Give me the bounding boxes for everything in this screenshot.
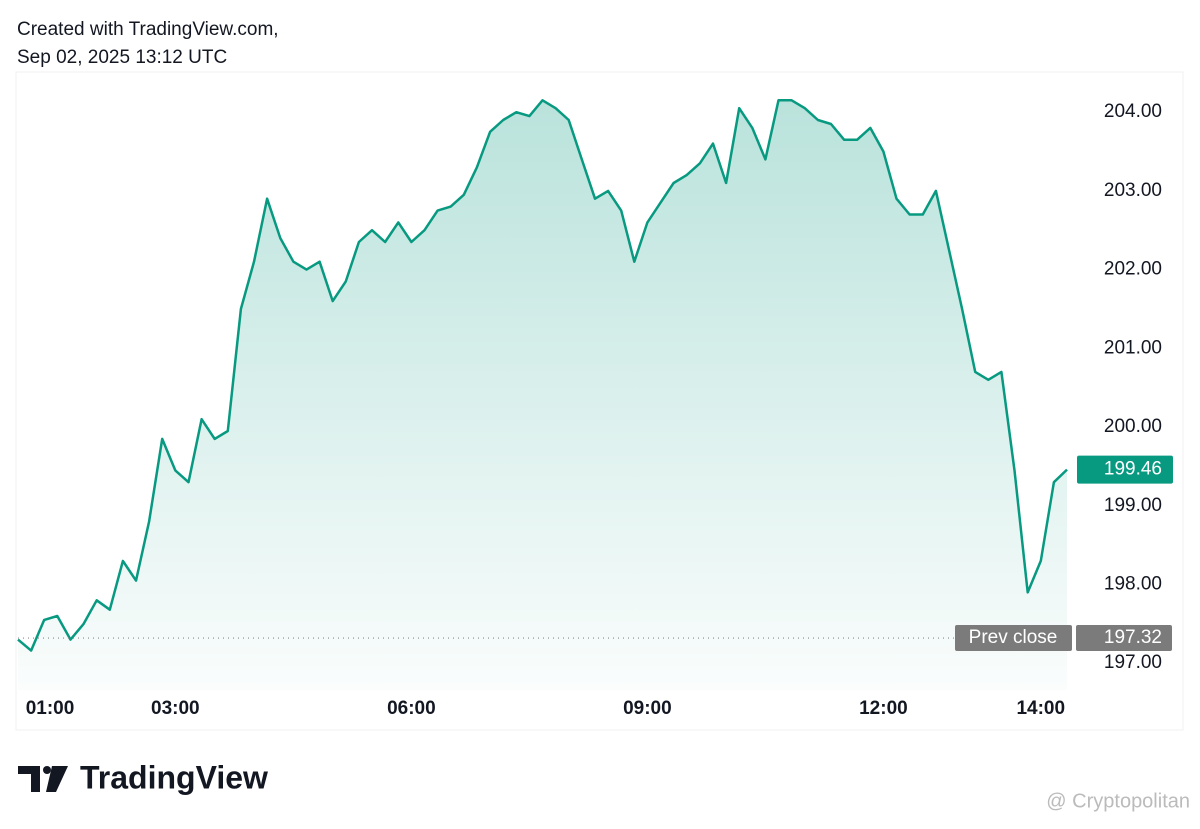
prev-close-box — [955, 625, 1072, 652]
y-tick-label: 198.00 — [1104, 574, 1162, 595]
area-fill — [18, 100, 1067, 691]
logo-text: TradingView — [80, 759, 268, 795]
y-tick-label: 203.00 — [1104, 180, 1162, 201]
chart-frame — [15, 71, 1184, 731]
logo-icon — [18, 766, 68, 792]
plot: 197.00 198.00 199.00 200.00 201.00 202.00 203.… — [17, 99, 1173, 719]
x-tick-label: 09:00 — [623, 698, 672, 719]
x-tick-label: 12:00 — [859, 698, 908, 719]
x-tick-label: 03:00 — [151, 698, 200, 719]
prev-close-value-box — [1076, 625, 1172, 652]
last-price-box — [1077, 455, 1173, 484]
y-tick-label: 204.00 — [1104, 101, 1162, 122]
prev-close-label: Prev close — [969, 627, 1058, 648]
x-tick-label: 06:00 — [387, 698, 436, 719]
y-tick-label: 201.00 — [1104, 337, 1162, 358]
last-price-label: 199.46 — [1104, 459, 1162, 480]
y-tick-label: 200.00 — [1104, 416, 1162, 437]
y-tick-label: 202.00 — [1104, 259, 1162, 280]
watermark: @ Cryptopolitan — [1046, 790, 1190, 812]
header-line: Created with TradingView.com, — [17, 19, 279, 40]
y-tick-label: 199.00 — [1104, 495, 1162, 516]
prev-close-value: 197.32 — [1104, 627, 1162, 648]
x-tick-label: 14:00 — [1016, 698, 1065, 719]
header-line: Sep 02, 2025 13:12 UTC — [17, 47, 227, 68]
x-tick-label: 01:00 — [26, 698, 75, 719]
price-line — [17, 99, 1068, 652]
y-tick-label: 197.00 — [1104, 652, 1162, 673]
